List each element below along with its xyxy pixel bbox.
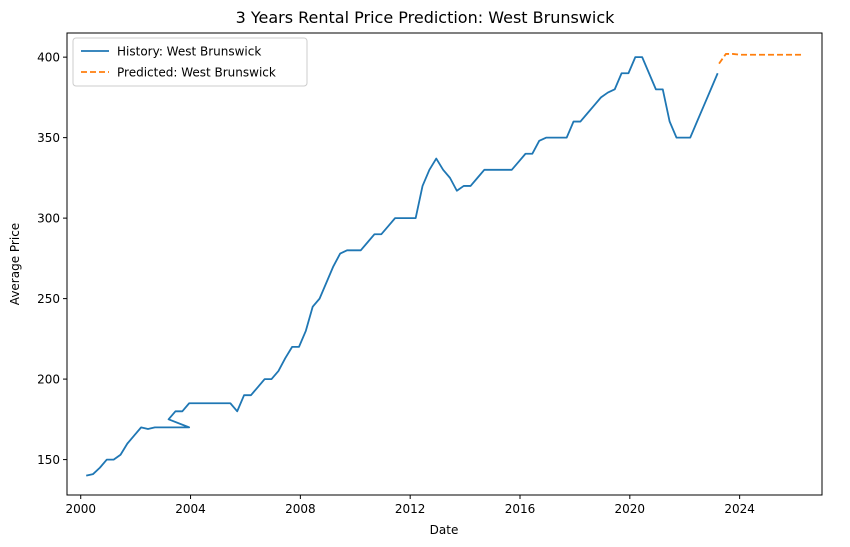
series-line-0 <box>86 56 719 477</box>
chart-title: 3 Years Rental Price Prediction: West Br… <box>236 8 616 27</box>
y-axis-label: Average Price <box>8 223 22 305</box>
legend-predicted-label: Predicted: West Brunswick <box>117 66 276 80</box>
x-axis-label: Date <box>430 523 459 537</box>
series-layer <box>86 53 803 477</box>
x-tick-label: 2004 <box>175 502 206 516</box>
x-tick-label: 2020 <box>615 502 646 516</box>
y-tick-label: 200 <box>37 372 60 386</box>
x-tick-label: 2008 <box>285 502 316 516</box>
y-tick-label: 250 <box>37 292 60 306</box>
y-tick-label: 350 <box>37 131 60 145</box>
x-axis: 2000 2004 2008 2012 2016 2020 2024 <box>65 495 755 516</box>
legend: History: West Brunswick Predicted: West … <box>72 37 308 87</box>
legend-history-label: History: West Brunswick <box>117 45 261 59</box>
x-tick-label: 2012 <box>395 502 426 516</box>
plot-frame <box>66 32 823 496</box>
y-tick-label: 400 <box>37 50 60 64</box>
y-tick-label: 150 <box>37 453 60 467</box>
legend-box <box>72 37 308 87</box>
y-axis: 150 200 250 300 350 400 <box>37 50 67 467</box>
y-tick-label: 300 <box>37 211 60 225</box>
series-line-1 <box>718 53 803 65</box>
x-tick-label: 2016 <box>505 502 536 516</box>
x-tick-label: 2000 <box>65 502 96 516</box>
x-tick-label: 2024 <box>724 502 755 516</box>
